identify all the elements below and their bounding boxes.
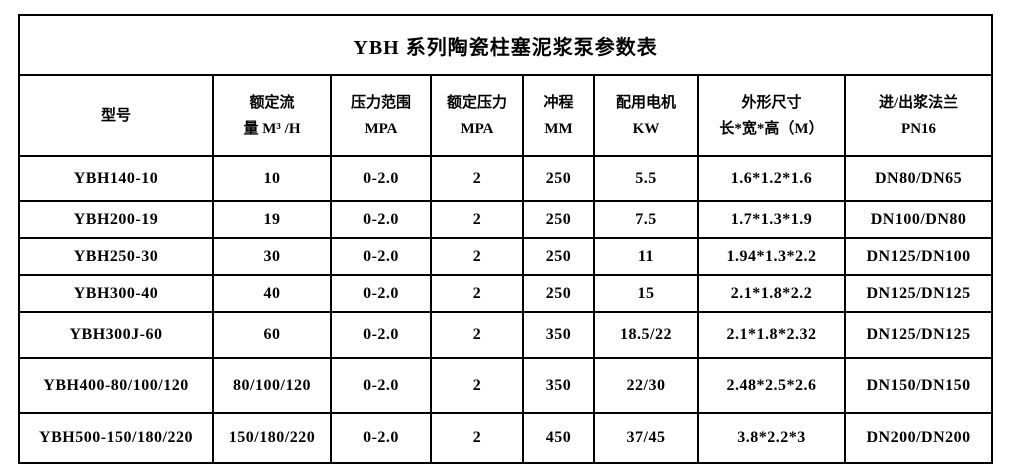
header-line: MPA xyxy=(460,120,494,137)
table-cell: 250 xyxy=(522,237,595,276)
table-cell: 2 xyxy=(430,311,524,359)
title-row: YBH 系列陶瓷柱塞泥浆泵参数表 xyxy=(17,14,994,76)
table-cell: DN200/DN200 xyxy=(843,412,994,464)
table-cell: 5.5 xyxy=(593,155,699,202)
table-cell: 250 xyxy=(522,155,595,202)
header-line: PN16 xyxy=(901,120,937,137)
table-cell: 11 xyxy=(593,237,699,276)
header-row: 型号 额定流 量 M³ /H 压力范围 MPA 额定压力 MPA 冲程 MM 配… xyxy=(18,74,994,157)
table-cell: 0-2.0 xyxy=(330,200,432,239)
table-cell: 0-2.0 xyxy=(330,274,432,313)
table-cell: 1.6*1.2*1.6 xyxy=(697,155,846,202)
table-cell: DN150/DN150 xyxy=(843,357,994,414)
header-line: 长*宽*高（M） xyxy=(719,120,824,137)
table-cell: DN80/DN65 xyxy=(843,155,994,202)
table-row: YBH200-19 19 0-2.0 2 250 7.5 1.7*1.3*1.9… xyxy=(18,200,994,239)
table-cell: 2 xyxy=(430,200,524,239)
table-title: YBH 系列陶瓷柱塞泥浆泵参数表 xyxy=(17,14,994,76)
table-cell: 250 xyxy=(522,274,595,313)
table-cell: 2 xyxy=(430,412,524,464)
header-line: 量 M³ /H xyxy=(243,120,301,137)
table-cell: 0-2.0 xyxy=(330,412,432,464)
header-line: MPA xyxy=(364,120,398,137)
column-header-pressure-range: 压力范围 MPA xyxy=(330,74,432,157)
column-header-model: 型号 xyxy=(18,74,214,157)
table-cell: 60 xyxy=(212,311,332,359)
table-cell: 0-2.0 xyxy=(330,311,432,359)
table-cell: 30 xyxy=(212,237,332,276)
table-row: YBH300J-60 60 0-2.0 2 350 18.5/22 2.1*1.… xyxy=(18,311,994,359)
column-header-flange: 进/出浆法兰 PN16 xyxy=(843,74,994,157)
column-header-motor: 配用电机 KW xyxy=(593,74,699,157)
model-cell: YBH400-80/100/120 xyxy=(18,357,214,414)
table-cell: 2.48*2.5*2.6 xyxy=(697,357,846,414)
model-cell: YBH300J-60 xyxy=(18,311,214,359)
header-line: MM xyxy=(544,120,573,137)
table-cell: 2 xyxy=(430,155,524,202)
model-cell: YBH200-19 xyxy=(18,200,214,239)
table-cell: 7.5 xyxy=(593,200,699,239)
table-cell: DN125/DN125 xyxy=(843,274,994,313)
table-cell: 10 xyxy=(212,155,332,202)
column-header-rated-flow: 额定流 量 M³ /H xyxy=(212,74,332,157)
column-header-dimensions: 外形尺寸 长*宽*高（M） xyxy=(697,74,846,157)
table-cell: 350 xyxy=(522,357,595,414)
table-row: YBH300-40 40 0-2.0 2 250 15 2.1*1.8*2.2 … xyxy=(18,274,994,313)
table-cell: 22/30 xyxy=(593,357,699,414)
table-cell: 3.8*2.2*3 xyxy=(697,412,846,464)
model-cell: YBH500-150/180/220 xyxy=(18,412,214,464)
table-cell: 15 xyxy=(593,274,699,313)
table-cell: DN100/DN80 xyxy=(843,200,994,239)
table-row: YBH250-30 30 0-2.0 2 250 11 1.94*1.3*2.2… xyxy=(18,237,994,276)
table-cell: 37/45 xyxy=(593,412,699,464)
header-line: 进/出浆法兰 xyxy=(878,94,959,111)
header-line: 型号 xyxy=(100,107,131,124)
table-cell: DN125/DN125 xyxy=(843,311,994,359)
header-line: 额定压力 xyxy=(446,94,507,111)
table-cell: 2 xyxy=(430,237,524,276)
table-row: YBH140-10 10 0-2.0 2 250 5.5 1.6*1.2*1.6… xyxy=(18,155,994,202)
table-cell: 2.1*1.8*2.2 xyxy=(697,274,846,313)
table-cell: 0-2.0 xyxy=(330,357,432,414)
model-cell: YBH300-40 xyxy=(18,274,214,313)
header-line: 额定流 xyxy=(249,94,295,111)
column-header-stroke: 冲程 MM xyxy=(522,74,595,157)
table-cell: 18.5/22 xyxy=(593,311,699,359)
table-cell: 1.94*1.3*2.2 xyxy=(697,237,846,276)
table-cell: 1.7*1.3*1.9 xyxy=(697,200,846,239)
table-cell: 2.1*1.8*2.32 xyxy=(697,311,846,359)
table-cell: 350 xyxy=(522,311,595,359)
header-line: 外形尺寸 xyxy=(741,94,802,111)
header-line: KW xyxy=(632,120,660,137)
table-cell: 0-2.0 xyxy=(330,155,432,202)
table-cell: 2 xyxy=(430,357,524,414)
table-cell: 2 xyxy=(430,274,524,313)
header-line: 配用电机 xyxy=(615,94,676,111)
model-cell: YBH250-30 xyxy=(18,237,214,276)
header-line: 冲程 xyxy=(543,94,574,111)
table-cell: 450 xyxy=(522,412,595,464)
header-line: 压力范围 xyxy=(350,94,411,111)
table-cell: 80/100/120 xyxy=(212,357,332,414)
table-row: YBH500-150/180/220 150/180/220 0-2.0 2 4… xyxy=(18,412,994,464)
model-cell: YBH140-10 xyxy=(18,155,214,202)
table-row: YBH400-80/100/120 80/100/120 0-2.0 2 350… xyxy=(18,357,994,414)
table-cell: 0-2.0 xyxy=(330,237,432,276)
table-cell: 19 xyxy=(212,200,332,239)
column-header-rated-pressure: 额定压力 MPA xyxy=(430,74,524,157)
table-cell: DN125/DN100 xyxy=(843,237,994,276)
table-cell: 150/180/220 xyxy=(212,412,332,464)
table-cell: 40 xyxy=(212,274,332,313)
parameters-table: YBH 系列陶瓷柱塞泥浆泵参数表 型号 额定流 量 M³ /H 压力范围 MPA… xyxy=(17,14,994,464)
table-cell: 250 xyxy=(522,200,595,239)
